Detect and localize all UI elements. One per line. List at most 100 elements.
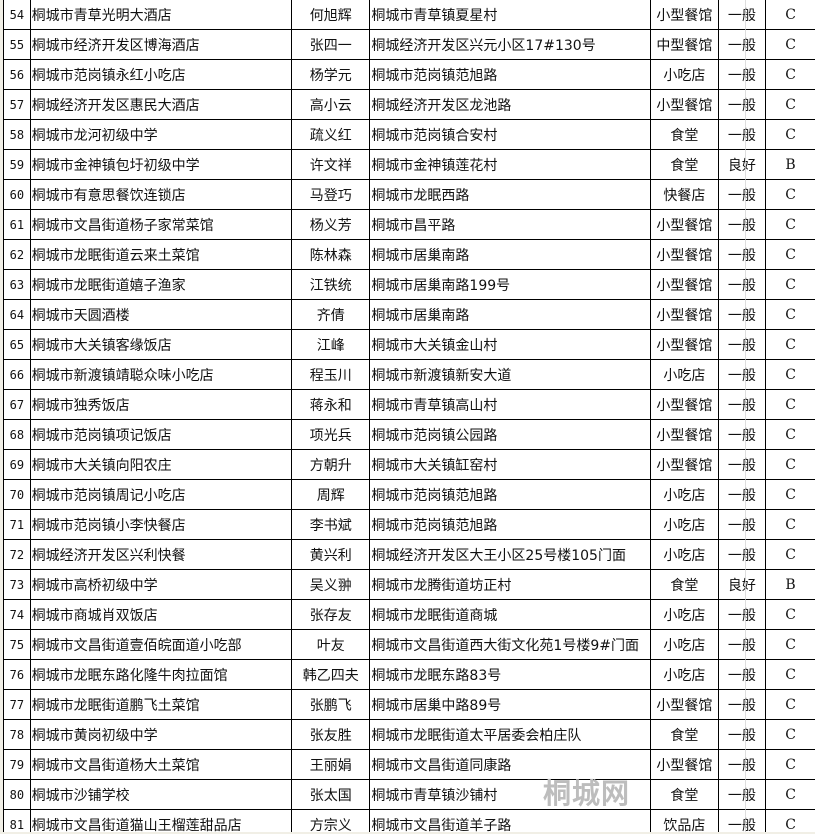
business-type-cell[interactable]: 小型餐馆 [650,269,719,300]
rating-cell[interactable]: 一般 [717,449,767,480]
grade-cell[interactable]: C [765,389,815,420]
grade-cell[interactable]: C [765,119,815,150]
owner-name-cell[interactable]: 蒋永和 [291,389,371,420]
business-name-cell[interactable]: 桐城市文昌街道杨大土菜馆 [29,749,293,780]
grade-cell[interactable]: C [765,209,815,240]
business-name-cell[interactable]: 桐城市天圆酒楼 [29,299,293,330]
row-number-cell[interactable]: 75 [3,629,31,660]
rating-cell[interactable]: 良好 [717,569,767,600]
business-name-cell[interactable]: 桐城市独秀饭店 [29,389,293,420]
grade-cell[interactable]: C [765,779,815,810]
rating-cell[interactable]: 一般 [717,269,767,300]
business-type-cell[interactable]: 小型餐馆 [650,239,719,270]
rating-cell[interactable]: 良好 [717,149,767,180]
row-number-cell[interactable]: 55 [3,29,31,60]
row-number-cell[interactable]: 57 [3,89,31,120]
business-type-cell[interactable]: 小型餐馆 [650,209,719,240]
business-name-cell[interactable]: 桐城市黄岗初级中学 [29,719,293,750]
owner-name-cell[interactable]: 张友胜 [291,719,371,750]
address-cell[interactable]: 桐城市昌平路 [369,209,652,240]
business-name-cell[interactable]: 桐城市文昌街道杨子家常菜馆 [29,209,293,240]
row-number-cell[interactable]: 65 [3,329,31,360]
business-name-cell[interactable]: 桐城市龙眠街道嬉子渔家 [29,269,293,300]
business-name-cell[interactable]: 桐城市商城肖双饭店 [29,599,293,630]
business-type-cell[interactable]: 小型餐馆 [650,449,719,480]
business-type-cell[interactable]: 食堂 [650,779,719,810]
grade-cell[interactable]: C [765,659,815,690]
business-name-cell[interactable]: 桐城市龙眠东路化隆牛肉拉面馆 [29,659,293,690]
business-name-cell[interactable]: 桐城市青草光明大酒店 [29,0,293,30]
row-number-cell[interactable]: 67 [3,389,31,420]
grade-cell[interactable]: C [765,599,815,630]
business-type-cell[interactable]: 小吃店 [650,659,719,690]
grade-cell[interactable]: B [765,149,815,180]
business-name-cell[interactable]: 桐城市文昌街道猫山王榴莲甜品店 [29,809,293,832]
address-cell[interactable]: 桐城市新渡镇新安大道 [369,359,652,390]
row-number-cell[interactable]: 80 [3,779,31,810]
owner-name-cell[interactable]: 方宗义 [291,809,371,832]
row-number-cell[interactable]: 72 [3,539,31,570]
row-number-cell[interactable]: 64 [3,299,31,330]
rating-cell[interactable]: 一般 [717,419,767,450]
address-cell[interactable]: 桐城市龙眠西路 [369,179,652,210]
grade-cell[interactable]: C [765,239,815,270]
business-name-cell[interactable]: 桐城市有意思餐饮连锁店 [29,179,293,210]
row-number-cell[interactable]: 70 [3,479,31,510]
business-type-cell[interactable]: 小型餐馆 [650,749,719,780]
grade-cell[interactable]: C [765,749,815,780]
rating-cell[interactable]: 一般 [717,179,767,210]
row-number-cell[interactable]: 63 [3,269,31,300]
address-cell[interactable]: 桐城经济开发区大王小区25号楼105门面 [369,539,652,570]
business-name-cell[interactable]: 桐城市龙河初级中学 [29,119,293,150]
owner-name-cell[interactable]: 程玉川 [291,359,371,390]
address-cell[interactable]: 桐城市青草镇夏星村 [369,0,652,30]
business-name-cell[interactable]: 桐城市大关镇向阳农庄 [29,449,293,480]
address-cell[interactable]: 桐城市龙眠街道太平居委会柏庄队 [369,719,652,750]
grade-cell[interactable]: B [765,569,815,600]
grade-cell[interactable]: C [765,449,815,480]
owner-name-cell[interactable]: 张太国 [291,779,371,810]
rating-cell[interactable]: 一般 [717,659,767,690]
row-number-cell[interactable]: 54 [3,0,31,30]
business-type-cell[interactable]: 食堂 [650,569,719,600]
business-name-cell[interactable]: 桐城市范岗镇周记小吃店 [29,479,293,510]
business-type-cell[interactable]: 小型餐馆 [650,389,719,420]
address-cell[interactable]: 桐城市龙眠东路83号 [369,659,652,690]
business-name-cell[interactable]: 桐城市金神镇包圩初级中学 [29,149,293,180]
rating-cell[interactable]: 一般 [717,689,767,720]
grade-cell[interactable]: C [765,59,815,90]
owner-name-cell[interactable]: 方朝升 [291,449,371,480]
business-name-cell[interactable]: 桐城市龙眠街道鹏飞土菜馆 [29,689,293,720]
owner-name-cell[interactable]: 项光兵 [291,419,371,450]
address-cell[interactable]: 桐城市青草镇沙铺村 [369,779,652,810]
rating-cell[interactable]: 一般 [717,599,767,630]
rating-cell[interactable]: 一般 [717,809,767,832]
rating-cell[interactable]: 一般 [717,239,767,270]
grade-cell[interactable]: C [765,629,815,660]
grade-cell[interactable]: C [765,359,815,390]
row-number-cell[interactable]: 79 [3,749,31,780]
owner-name-cell[interactable]: 杨学元 [291,59,371,90]
address-cell[interactable]: 桐城市大关镇金山村 [369,329,652,360]
rating-cell[interactable]: 一般 [717,299,767,330]
address-cell[interactable]: 桐城市居巢中路89号 [369,689,652,720]
grade-cell[interactable]: C [765,299,815,330]
rating-cell[interactable]: 一般 [717,509,767,540]
row-number-cell[interactable]: 61 [3,209,31,240]
rating-cell[interactable]: 一般 [717,779,767,810]
owner-name-cell[interactable]: 杨义芳 [291,209,371,240]
address-cell[interactable]: 桐城市大关镇缸窑村 [369,449,652,480]
grade-cell[interactable]: C [765,329,815,360]
rating-cell[interactable]: 一般 [717,29,767,60]
address-cell[interactable]: 桐城市范岗镇范旭路 [369,509,652,540]
business-type-cell[interactable]: 快餐店 [650,179,719,210]
owner-name-cell[interactable]: 马登巧 [291,179,371,210]
owner-name-cell[interactable]: 疏义红 [291,119,371,150]
owner-name-cell[interactable]: 黄兴利 [291,539,371,570]
owner-name-cell[interactable]: 张鹏飞 [291,689,371,720]
owner-name-cell[interactable]: 叶友 [291,629,371,660]
address-cell[interactable]: 桐城经济开发区兴元小区17#130号 [369,29,652,60]
business-type-cell[interactable]: 小吃店 [650,509,719,540]
address-cell[interactable]: 桐城市范岗镇范旭路 [369,59,652,90]
address-cell[interactable]: 桐城市范岗镇范旭路 [369,479,652,510]
